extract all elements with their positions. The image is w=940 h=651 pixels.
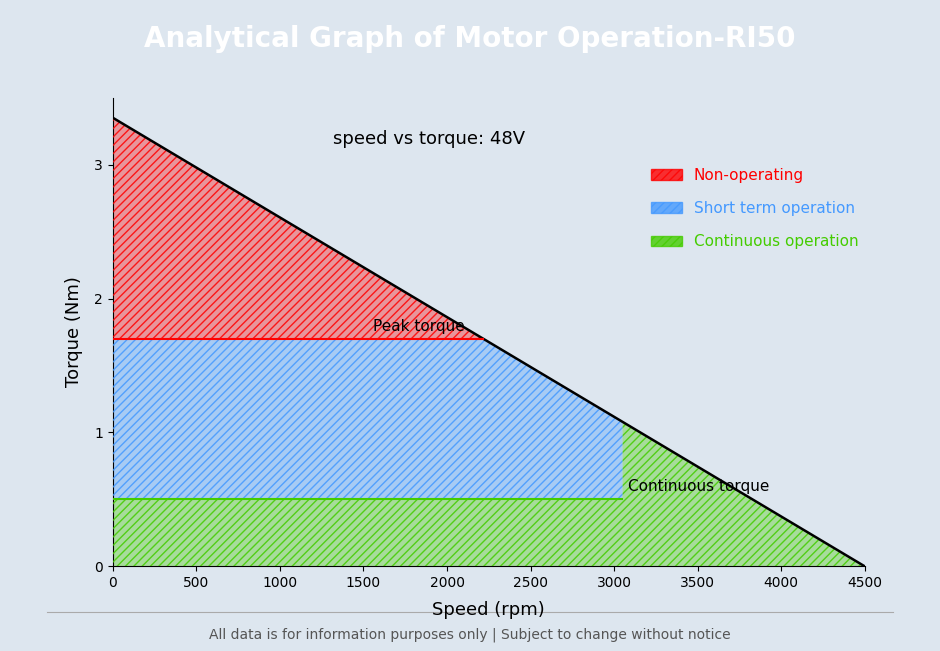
Text: speed vs torque: 48V: speed vs torque: 48V [333, 130, 525, 148]
Text: All data is for information purposes only | Subject to change without notice: All data is for information purposes onl… [210, 628, 730, 643]
Legend: Non-operating, Short term operation, Continuous operation: Non-operating, Short term operation, Con… [645, 161, 865, 255]
Text: Peak torque: Peak torque [373, 319, 465, 334]
Polygon shape [113, 339, 865, 566]
X-axis label: Speed (rpm): Speed (rpm) [432, 602, 545, 619]
Polygon shape [113, 422, 865, 566]
Y-axis label: Torque (Nm): Torque (Nm) [65, 277, 83, 387]
Text: Continuous torque: Continuous torque [628, 479, 769, 494]
Text: Analytical Graph of Motor Operation-RI50: Analytical Graph of Motor Operation-RI50 [144, 25, 796, 53]
Polygon shape [113, 118, 483, 339]
